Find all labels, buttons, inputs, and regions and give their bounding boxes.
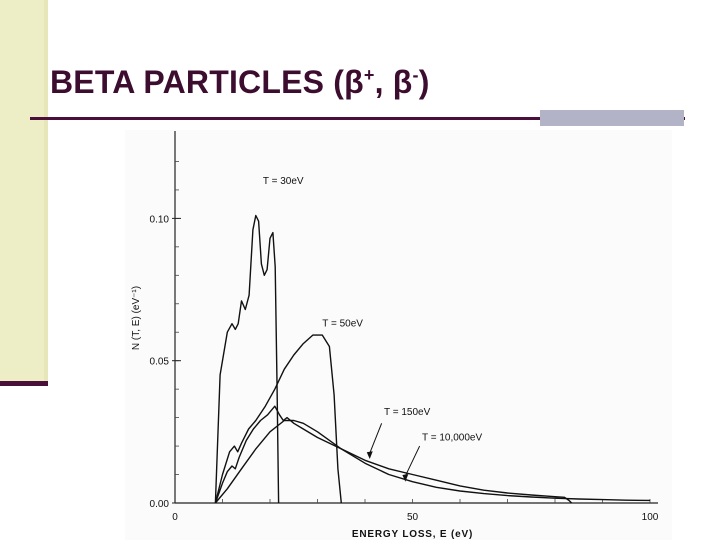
leader-arrowhead-t150 xyxy=(366,451,373,460)
series-line-t50 xyxy=(214,334,342,504)
title-end: ) xyxy=(418,64,430,100)
series-label-t30: T = 30eV xyxy=(263,176,304,187)
x-tick-label: 50 xyxy=(407,512,419,523)
chart-labels-group: 0.00 0.05 0.10 0 50 100 ENERGY LOSS, E (eV) N (… xyxy=(131,176,659,540)
title-main: BETA PARTICLES (β xyxy=(50,64,364,100)
slide-side-bar-edge xyxy=(44,0,48,384)
chart-series-group xyxy=(214,214,651,504)
leader-arrow-t10000 xyxy=(404,445,421,477)
leader-arrowhead-t10000 xyxy=(402,473,409,482)
series-line-t150 xyxy=(214,405,573,504)
title-separator: , β xyxy=(374,64,413,100)
series-line-t30 xyxy=(214,214,280,504)
leader-arrow-t150 xyxy=(369,423,383,454)
series-label-t150: T = 150eV xyxy=(384,407,431,418)
series-line-t10000 xyxy=(214,419,651,504)
y-tick-label: 0.10 xyxy=(150,214,170,225)
y-axis-title: N (T, E) (eV⁻¹) xyxy=(131,286,142,350)
slide-title: BETA PARTICLES (β+, β-) xyxy=(50,64,430,101)
title-rule-block xyxy=(540,110,684,126)
x-axis-title: ENERGY LOSS, E (eV) xyxy=(352,529,473,540)
y-tick-label: 0.05 xyxy=(150,357,170,368)
chart-axes xyxy=(172,131,658,504)
slide-side-accent xyxy=(0,381,48,386)
title-superscript-plus: + xyxy=(363,65,375,85)
title-superscript-minus: - xyxy=(412,65,419,85)
series-label-t10000: T = 10,000eV xyxy=(422,432,482,443)
energy-loss-chart: 0.00 0.05 0.10 0 50 100 ENERGY LOSS, E (eV) N (… xyxy=(131,131,659,540)
slide-side-bar xyxy=(0,0,47,384)
title-rule xyxy=(30,117,685,120)
y-tick-label: 0.00 xyxy=(150,499,170,510)
x-tick-label: 100 xyxy=(642,512,659,523)
x-tick-label: 0 xyxy=(172,512,178,523)
chart-image: 0.00 0.05 0.10 0 50 100 ENERGY LOSS, E (eV) N (… xyxy=(125,130,672,540)
series-label-t50: T = 50eV xyxy=(322,319,363,330)
